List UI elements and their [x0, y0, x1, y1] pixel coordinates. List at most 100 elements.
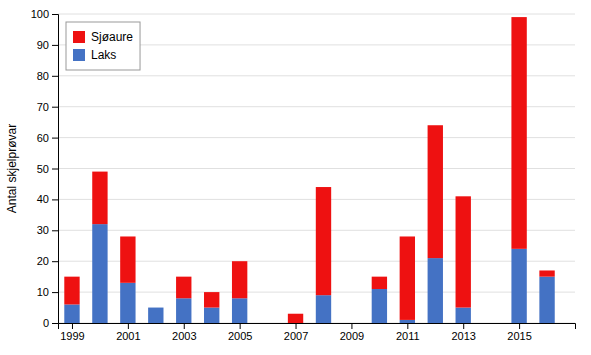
y-tick: 90: [37, 39, 58, 51]
bar-series: [64, 224, 554, 323]
x-tick-mark: [351, 323, 352, 329]
y-tick-mark: [52, 261, 58, 262]
legend-item: Sjøaure: [73, 30, 133, 44]
bar: [232, 261, 247, 298]
bar: [92, 224, 107, 323]
y-tick-label: 10: [37, 286, 49, 298]
grid-line: [58, 168, 575, 169]
bar: [344, 323, 359, 324]
y-tick: 40: [37, 193, 58, 205]
y-tick-mark: [52, 169, 58, 170]
x-tick-label: 2009: [340, 330, 364, 342]
bar-series: [64, 17, 554, 323]
bar: [511, 249, 526, 323]
y-tick-mark: [52, 45, 58, 46]
bar: [120, 236, 135, 282]
bar: [539, 277, 554, 323]
bar: [372, 277, 387, 289]
bar: [400, 236, 415, 319]
chart: 1999 2001 2003 2005 2007 2009 2011 2013 2015 0 10 2…: [0, 0, 591, 355]
x-tick-label: 2013: [451, 330, 475, 342]
bar: [120, 283, 135, 323]
x-tick: 2009: [340, 323, 364, 342]
bar: [316, 295, 331, 323]
bar: [176, 277, 191, 299]
x-tick-mark: [463, 323, 464, 329]
x-tick-label: 1999: [60, 330, 84, 342]
y-tick-label: 30: [37, 224, 49, 236]
y-tick: 10: [37, 286, 58, 298]
y-tick-label: 20: [37, 255, 49, 267]
y-tick-label: 50: [37, 163, 49, 175]
x-tick: 2007: [284, 323, 308, 342]
bar: [64, 304, 79, 323]
y-tick-label: 80: [37, 70, 49, 82]
x-tick-label: 2007: [284, 330, 308, 342]
y-tick-mark: [52, 138, 58, 139]
y-tick: 20: [37, 255, 58, 267]
x-tick: 2015: [507, 323, 531, 342]
y-tick-mark: [52, 199, 58, 200]
x-tick: 2005: [228, 323, 252, 342]
legend-box: [66, 22, 140, 70]
legend-label: Sjøaure: [91, 30, 133, 44]
plot-area: 1999 2001 2003 2005 2007 2009 2011 2013 2015 0 10 2…: [31, 8, 576, 342]
bar: [428, 258, 443, 323]
y-tick: 0: [43, 317, 58, 329]
y-tick: 60: [37, 132, 58, 144]
bar: [456, 308, 471, 323]
bar: [64, 277, 79, 305]
x-tick: 2001: [116, 323, 140, 342]
bar: [260, 323, 275, 324]
y-tick-label: 70: [37, 101, 49, 113]
x-tick: 2013: [451, 323, 475, 342]
bar: [316, 187, 331, 295]
bar: [288, 314, 303, 323]
bar: [344, 323, 359, 324]
grid-line: [58, 75, 575, 76]
y-axis-line: [52, 15, 59, 324]
bar: [372, 289, 387, 323]
y-tick: 100: [31, 8, 58, 20]
y-tick-mark: [52, 323, 58, 324]
bar: [148, 308, 163, 323]
y-axis: 0 10 20 30 40 50 60 70 80 90 100: [31, 8, 59, 329]
y-axis-title: Antal skjelprøvar: [5, 124, 19, 213]
x-tick-mark: [240, 323, 241, 329]
y-tick-mark: [52, 76, 58, 77]
bar: [148, 307, 163, 308]
legend: Sjøaure Laks: [66, 22, 140, 70]
legend-swatch: [73, 31, 85, 43]
bar: [176, 298, 191, 323]
bar: [204, 292, 219, 307]
bar: [483, 323, 498, 324]
legend-swatch: [73, 49, 85, 61]
bars: [64, 17, 554, 323]
bar: [483, 323, 498, 324]
bar: [539, 270, 554, 276]
bar: [204, 308, 219, 323]
y-tick-mark: [52, 14, 58, 15]
x-tick-mark: [184, 323, 185, 329]
x-tick: 2003: [172, 323, 196, 342]
x-tick-label: 2015: [507, 330, 531, 342]
legend-label: Laks: [91, 48, 116, 62]
x-axis-line: [59, 324, 576, 330]
bar: [456, 196, 471, 307]
bar: [400, 320, 415, 323]
y-tick-label: 60: [37, 132, 49, 144]
y-tick: 70: [37, 101, 58, 113]
y-tick-label: 0: [43, 317, 49, 329]
grid: [58, 14, 575, 323]
x-tick-mark: [519, 323, 520, 329]
y-tick-label: 40: [37, 193, 49, 205]
x-tick-label: 2011: [396, 330, 420, 342]
x-tick-label: 2005: [228, 330, 252, 342]
bar: [92, 172, 107, 225]
grid-line: [58, 137, 575, 138]
x-tick-mark: [296, 323, 297, 329]
x-tick-label: 2001: [116, 330, 140, 342]
bar: [511, 17, 526, 249]
y-tick: 30: [37, 224, 58, 236]
y-tick-mark: [52, 292, 58, 293]
